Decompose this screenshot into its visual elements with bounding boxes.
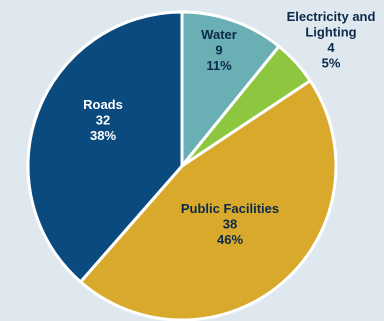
pie-slice-public-facilities (79, 79, 338, 321)
slice-value-water: 9 (215, 43, 222, 58)
slice-percent-public-facilities: 46% (217, 232, 243, 247)
slice-percent-electricity-and-lighting: 5% (322, 56, 341, 71)
slice-name-electricity-and-lighting: Electricity and (287, 9, 376, 24)
slice-name-roads: Roads (83, 97, 123, 112)
pie-slice-roads (26, 10, 184, 284)
slice-name-public-facilities: Public Facilities (181, 201, 279, 216)
slice-value-public-facilities: 38 (223, 217, 237, 232)
slice-name-water: Water (201, 27, 237, 42)
slice-name-electricity-and-lighting: Lighting (305, 25, 356, 40)
slice-percent-water: 11% (206, 58, 232, 73)
pie-slice-water (180, 10, 281, 168)
slice-value-roads: 32 (96, 113, 110, 128)
slice-percent-roads: 38% (90, 128, 116, 143)
slice-value-electricity-and-lighting: 4 (327, 40, 335, 55)
